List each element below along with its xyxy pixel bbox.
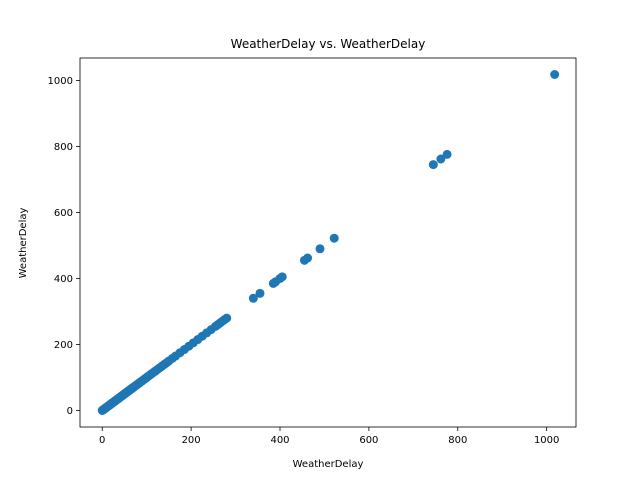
y-tick-label: 600 (54, 208, 73, 219)
scatter-point (436, 154, 446, 164)
x-tick-label: 1000 (534, 435, 559, 446)
x-tick-label: 600 (359, 435, 378, 446)
plot-area-frame (79, 57, 577, 428)
scatter-point (255, 288, 265, 298)
y-axis-label: WeatherDelay (18, 208, 29, 279)
y-axis: 0 200 400 600 800 1000 (48, 76, 80, 417)
scatter-point (277, 272, 287, 282)
x-tick-label: 0 (99, 435, 105, 446)
x-axis: 0 200 400 600 800 1000 (99, 427, 559, 446)
y-tick-label: 0 (67, 406, 73, 417)
scatter-point (428, 160, 438, 170)
x-axis-label: WeatherDelay (293, 459, 364, 470)
chart-title: WeatherDelay vs. WeatherDelay (231, 37, 426, 51)
y-tick-label: 1000 (48, 76, 73, 87)
y-tick-label: 800 (54, 142, 73, 153)
y-tick-label: 200 (54, 340, 73, 351)
scatter-point (442, 149, 452, 159)
scatter-point (303, 253, 313, 263)
y-tick-label: 400 (54, 274, 73, 285)
scatter-point (329, 233, 339, 243)
scatter-point (550, 70, 560, 79)
x-tick-label: 400 (270, 435, 289, 446)
data-points (97, 70, 560, 415)
x-tick-label: 200 (182, 435, 201, 446)
scatter-point (222, 313, 232, 323)
x-tick-label: 800 (448, 435, 467, 446)
scatter-point (248, 293, 258, 303)
scatter-point (315, 244, 325, 254)
